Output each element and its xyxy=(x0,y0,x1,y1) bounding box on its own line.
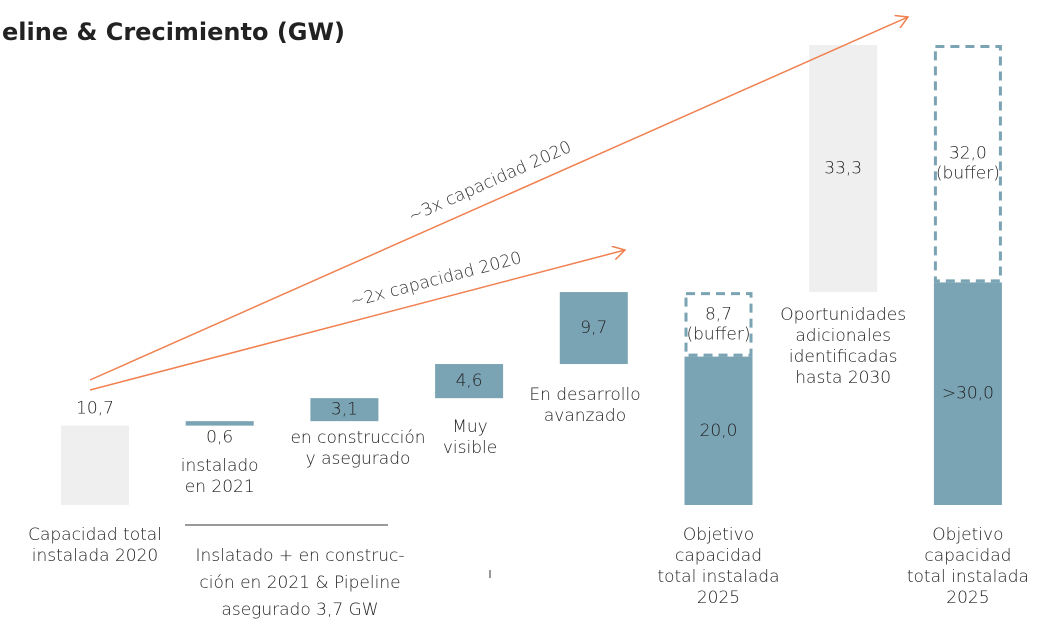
value-label: 4,6 xyxy=(456,371,483,391)
value-label: >30,0 xyxy=(942,384,994,404)
buffer-note: (buffer) xyxy=(936,164,1000,184)
value-label: 33,3 xyxy=(824,159,862,179)
axis-label: capacidad xyxy=(675,546,762,566)
bar xyxy=(684,356,753,505)
axis-label: Objetivo xyxy=(932,525,1003,545)
description: avanzado xyxy=(544,406,626,426)
chart-title: eline & Crecimiento (GW) xyxy=(2,18,345,46)
axis-label: Capacidad total xyxy=(28,525,162,545)
annotation: ~2x capacidad 2020 xyxy=(348,248,524,312)
buffer-note: (buffer) xyxy=(687,324,751,344)
buffer-bar xyxy=(684,292,753,357)
arrow xyxy=(89,17,908,381)
description: en 2021 xyxy=(185,477,255,497)
value-label: 10,7 xyxy=(76,399,114,419)
bar xyxy=(185,421,254,426)
value-label: 3,1 xyxy=(331,400,358,420)
description: Muy xyxy=(452,417,488,437)
bar xyxy=(61,425,129,505)
value-label: 0,6 xyxy=(206,428,233,448)
axis-label: instalada 2020 xyxy=(32,546,158,566)
description: visible xyxy=(443,438,497,458)
buffer-bar xyxy=(933,45,1002,283)
bar xyxy=(933,282,1002,505)
description: Oportunidades xyxy=(780,305,906,325)
axis-label: capacidad xyxy=(924,546,1011,566)
description: hasta 2030 xyxy=(795,368,891,388)
annotation: ~3x capacidad 2020 xyxy=(405,137,574,227)
value-label: 9,7 xyxy=(580,318,607,338)
axis-label: 2025 xyxy=(697,588,740,608)
bar xyxy=(809,45,878,293)
axis-label: Objetivo xyxy=(683,525,754,545)
axis-label: 2025 xyxy=(946,588,989,608)
bracket-label: ción en 2021 & Pipeline xyxy=(199,573,400,593)
description: identificadas xyxy=(789,347,898,367)
description: instalado xyxy=(181,456,259,476)
description: en construcción xyxy=(290,428,425,448)
bracket-label: Inslatado + en construc- xyxy=(195,546,404,566)
description: En desarrollo xyxy=(529,385,640,405)
bracket-label: asegurado 3,7 GW xyxy=(221,600,378,620)
bar xyxy=(310,398,379,422)
axis-label: total instalada xyxy=(907,567,1029,587)
description: adicionales xyxy=(795,326,891,346)
arrow xyxy=(89,250,625,391)
value-label: 20,0 xyxy=(700,421,738,441)
value-label: 32,0 xyxy=(949,144,987,164)
description: y asegurado xyxy=(306,449,411,469)
axis-label: total instalada xyxy=(657,567,779,587)
value-label: 8,7 xyxy=(705,304,732,324)
bar xyxy=(559,292,628,365)
bar xyxy=(435,364,504,399)
